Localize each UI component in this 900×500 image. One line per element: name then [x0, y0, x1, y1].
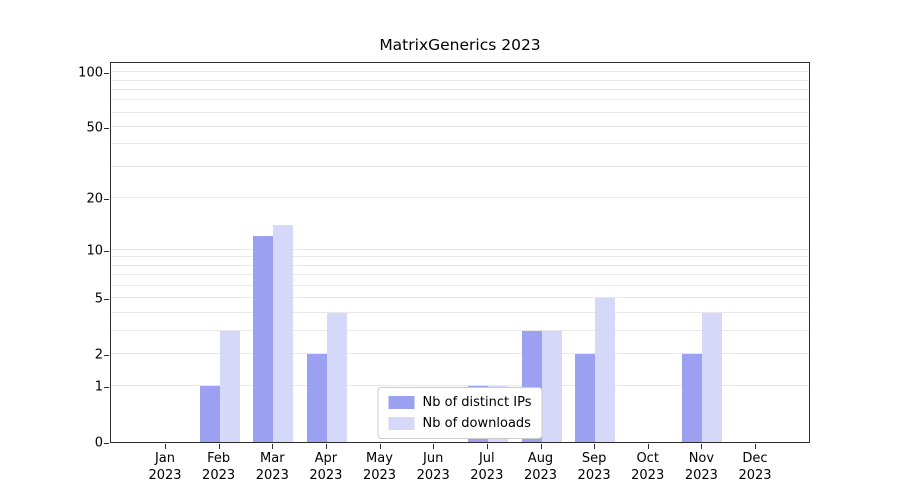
y-tick-mark: [104, 387, 109, 389]
x-tick-mark: [594, 444, 596, 449]
bar-downloads-nov: [702, 313, 723, 442]
bar-downloads-feb: [219, 330, 240, 442]
gridline: [111, 297, 809, 299]
y-tick-mark: [104, 354, 109, 356]
gridline: [111, 329, 809, 331]
gridline: [111, 385, 809, 387]
x-tick-label: Oct 2023: [631, 451, 665, 483]
y-tick-label: 2: [94, 347, 103, 363]
x-tick-label: Jul 2023: [470, 451, 504, 483]
chart-title: MatrixGenerics 2023: [379, 36, 541, 54]
x-tick-mark: [647, 444, 649, 449]
x-tick-mark: [218, 444, 220, 449]
legend-entry-distinct-ips: Nb of distinct IPs: [388, 395, 532, 410]
x-tick-mark: [540, 444, 542, 449]
x-tick-mark: [325, 444, 327, 449]
y-tick-mark: [104, 73, 109, 75]
gridline: [111, 99, 809, 101]
x-tick-label: May 2023: [362, 451, 397, 483]
x-tick-mark: [165, 444, 166, 449]
y-tick-label: 1: [94, 379, 103, 395]
x-tick-mark: [272, 444, 274, 449]
gridline: [111, 111, 809, 113]
bar-distinct-ips-sep: [575, 353, 596, 442]
bar-distinct-ips-apr: [306, 353, 327, 442]
gridline: [111, 165, 809, 167]
gridline: [111, 79, 809, 81]
bar-distinct-ips-nov: [682, 353, 703, 442]
gridline: [111, 88, 809, 90]
y-tick-label: 10: [86, 243, 103, 259]
bar-distinct-ips-feb: [199, 386, 220, 442]
bar-downloads-sep: [595, 298, 616, 442]
x-tick-mark: [755, 444, 756, 449]
legend-label-distinct-ips: Nb of distinct IPs: [422, 395, 532, 410]
gridline: [111, 285, 809, 286]
x-tick-label: Aug 2023: [523, 451, 558, 483]
y-tick-label: 0: [94, 435, 103, 451]
legend-swatch-distinct-ips-icon: [388, 396, 415, 409]
gridline: [111, 256, 809, 258]
gridline: [111, 125, 809, 127]
y-tick-label: 20: [86, 191, 103, 207]
x-tick-label: Dec 2023: [738, 451, 772, 483]
y-tick-label: 50: [86, 120, 103, 136]
x-tick-mark: [433, 444, 435, 449]
x-tick-label: Feb 2023: [202, 451, 236, 483]
x-tick-mark: [379, 444, 381, 449]
y-tick-mark: [104, 199, 109, 200]
gridline: [111, 248, 809, 250]
x-tick-label: Nov 2023: [684, 451, 718, 483]
y-tick-mark: [104, 127, 109, 129]
x-tick-label: Apr 2023: [309, 451, 343, 483]
x-tick-mark: [486, 444, 488, 449]
bar-downloads-mar: [273, 224, 294, 442]
legend: Nb of distinct IPs Nb of downloads: [377, 387, 543, 439]
x-tick-label: Sep 2023: [577, 451, 611, 483]
x-tick-label: Mar 2023: [255, 451, 289, 483]
legend-label-downloads: Nb of downloads: [422, 416, 531, 431]
gridline: [111, 71, 809, 73]
bar-downloads-aug: [541, 330, 562, 442]
y-tick-label: 5: [94, 291, 103, 307]
y-tick-mark: [104, 250, 109, 252]
gridline: [111, 143, 809, 145]
y-tick-mark: [104, 443, 109, 444]
x-tick-mark: [701, 444, 703, 449]
x-tick-label: Jun 2023: [416, 451, 450, 483]
gridline: [111, 197, 809, 198]
gridline: [111, 264, 809, 266]
bar-downloads-apr: [326, 313, 347, 442]
legend-entry-downloads: Nb of downloads: [388, 416, 532, 431]
y-tick-label: 100: [78, 65, 103, 81]
gridline: [111, 352, 809, 354]
x-tick-label: Jan 2023: [148, 451, 182, 483]
gridline: [111, 312, 809, 313]
legend-swatch-downloads-icon: [388, 417, 415, 430]
bar-distinct-ips-mar: [253, 236, 274, 442]
y-tick-mark: [104, 299, 109, 301]
plot-area: Nb of distinct IPs Nb of downloads: [110, 62, 810, 443]
gridline: [111, 274, 809, 276]
